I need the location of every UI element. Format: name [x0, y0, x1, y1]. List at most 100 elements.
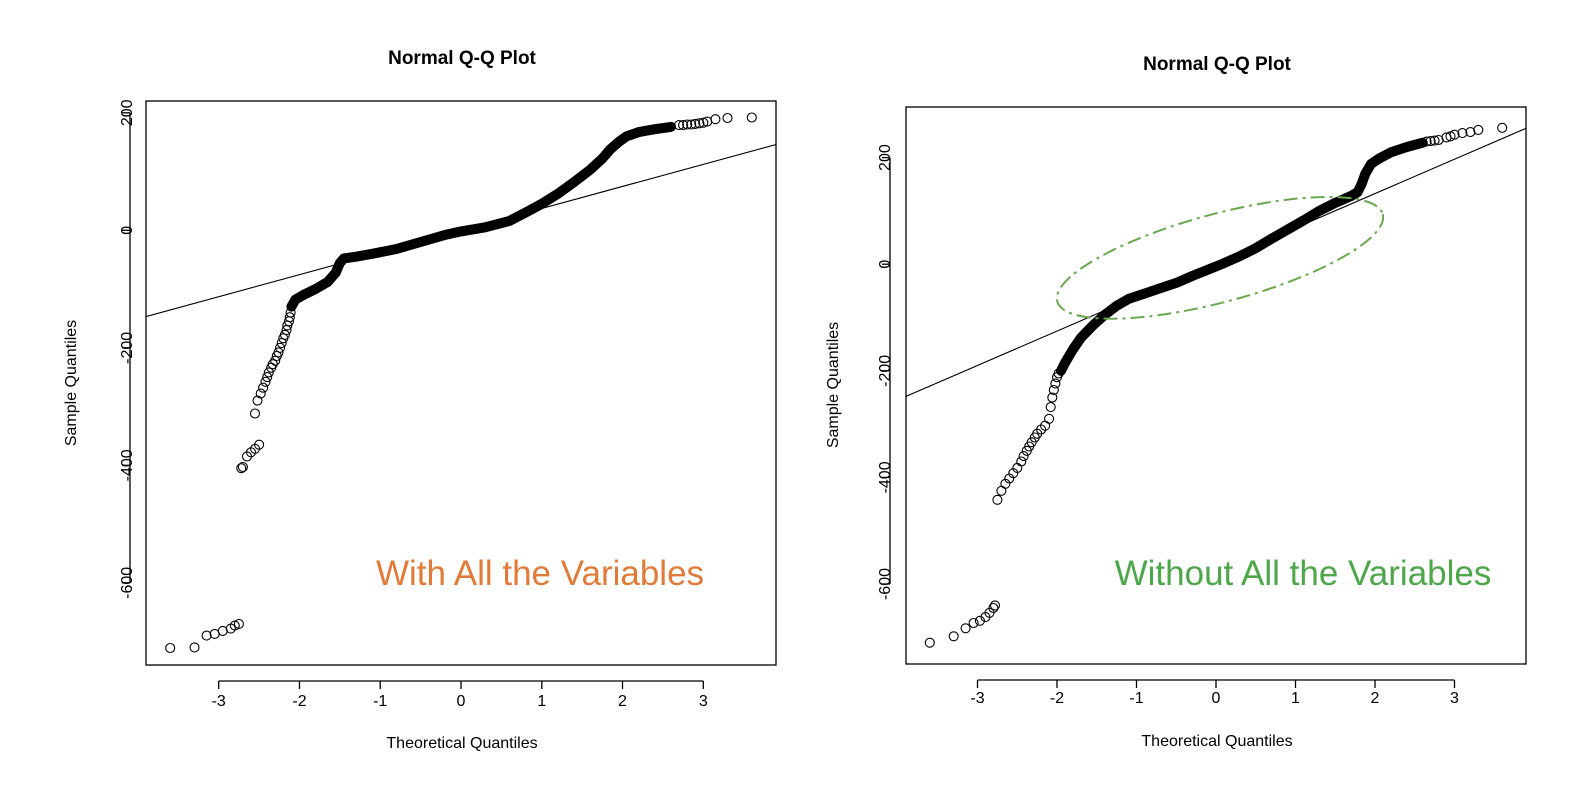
data-point — [236, 463, 247, 474]
data-point — [273, 347, 284, 358]
data-marks — [146, 112, 776, 654]
x-axis: -3 -2 -1 0 1 2 3 — [970, 679, 1459, 707]
data-point — [254, 439, 265, 450]
data-point — [252, 395, 263, 406]
data-point — [1425, 136, 1436, 147]
data-point — [1457, 128, 1468, 139]
x-tick-label: -3 — [970, 690, 984, 707]
x-tick-label: -1 — [373, 693, 387, 710]
x-tick-label: 1 — [1291, 690, 1300, 707]
data-point — [1053, 368, 1064, 379]
y-tick-label: -600 — [119, 567, 136, 599]
data-point — [267, 359, 278, 370]
x-axis-label: Theoretical Quantiles — [386, 735, 537, 752]
data-point — [968, 617, 979, 629]
data-point — [284, 312, 295, 323]
y-tick-label: -400 — [119, 449, 136, 481]
data-point — [165, 642, 176, 654]
data-point — [989, 600, 1001, 611]
x-tick-label: -2 — [1050, 690, 1064, 707]
qq-plot-without-all-variables: Normal Q-Q Plot -3 -2 -1 0 1 2 3 200 0 -200 -400 -… — [825, 54, 1527, 750]
data-point — [974, 615, 985, 626]
y-tick-label: 200 — [119, 99, 136, 126]
y-tick-label: -400 — [877, 461, 894, 493]
data-point — [948, 631, 959, 642]
y-tick-label: -200 — [119, 332, 136, 364]
y-tick-label: 0 — [877, 260, 894, 269]
data-point — [1050, 378, 1061, 389]
y-axis-label: Sample Quantiles — [63, 320, 80, 446]
x-axis-label: Theoretical Quantiles — [1141, 733, 1292, 750]
y-tick-label: -200 — [877, 355, 894, 387]
x-tick-label: -1 — [1129, 690, 1143, 707]
data-point — [988, 602, 999, 614]
data-point — [279, 329, 290, 340]
data-point — [678, 120, 689, 131]
annotation-label: With All the Variables — [376, 554, 704, 593]
data-point — [263, 367, 274, 378]
data-point — [682, 119, 693, 130]
data-point — [1429, 135, 1440, 146]
data-point — [233, 618, 244, 629]
data-point — [924, 637, 935, 648]
y-axis: 200 0 -200 -400 -600 — [119, 99, 136, 598]
data-point — [1047, 392, 1058, 403]
x-tick-label: 2 — [618, 693, 627, 710]
data-point — [1473, 124, 1484, 135]
data-point — [1048, 384, 1059, 396]
data-point — [260, 376, 271, 387]
data-point — [262, 372, 273, 383]
data-point — [960, 623, 971, 634]
x-tick-label: -2 — [292, 693, 306, 710]
x-tick-label: 0 — [457, 693, 466, 710]
y-axis: 200 0 -200 -400 -600 — [877, 144, 894, 600]
qq-plot-with-all-variables: Normal Q-Q Plot -3 -2 -1 0 1 2 3 200 0 -200 -400 -… — [63, 48, 777, 752]
x-tick-label: 1 — [537, 693, 546, 710]
data-point — [690, 118, 701, 129]
y-axis-label: Sample Quantiles — [825, 322, 842, 448]
data-point — [1016, 456, 1027, 467]
data-point — [255, 388, 266, 399]
data-point — [996, 485, 1007, 496]
x-tick-label: 0 — [1212, 690, 1221, 707]
data-point — [1045, 402, 1056, 413]
data-point — [285, 307, 296, 318]
data-point — [1421, 136, 1432, 147]
data-point — [1000, 478, 1011, 489]
data-point — [992, 494, 1003, 505]
data-point — [674, 120, 685, 131]
dense-point-band — [286, 121, 676, 312]
data-point — [249, 408, 261, 419]
x-tick-label: 3 — [1450, 690, 1459, 707]
y-tick-label: -600 — [877, 568, 894, 600]
annotation-label: Without All the Variables — [1115, 554, 1492, 593]
x-tick-label: 3 — [699, 693, 708, 710]
data-point — [722, 112, 733, 124]
x-tick-label: 2 — [1371, 690, 1380, 707]
data-point — [1465, 127, 1476, 138]
data-point — [1497, 122, 1508, 133]
y-tick-label: 0 — [119, 226, 136, 235]
plot-frame — [905, 106, 1527, 665]
data-point — [201, 630, 212, 641]
data-point — [746, 112, 757, 123]
chart-title: Normal Q-Q Plot — [1143, 54, 1291, 75]
data-point — [237, 461, 248, 473]
data-point — [189, 642, 200, 653]
x-axis: -3 -2 -1 0 1 2 3 — [212, 680, 708, 710]
data-point — [694, 118, 705, 129]
highlight-ellipse — [1055, 195, 1385, 320]
plot-frame — [145, 100, 777, 666]
data-marks — [906, 122, 1526, 648]
data-point — [710, 114, 721, 125]
data-point — [1018, 451, 1029, 462]
data-point — [258, 382, 269, 393]
data-point — [686, 119, 697, 130]
chart-title: Normal Q-Q Plot — [388, 48, 536, 69]
y-tick-label: 200 — [877, 144, 894, 171]
data-point — [1449, 129, 1460, 140]
x-tick-label: -3 — [212, 693, 226, 710]
data-point — [275, 342, 286, 353]
data-point — [698, 117, 709, 128]
